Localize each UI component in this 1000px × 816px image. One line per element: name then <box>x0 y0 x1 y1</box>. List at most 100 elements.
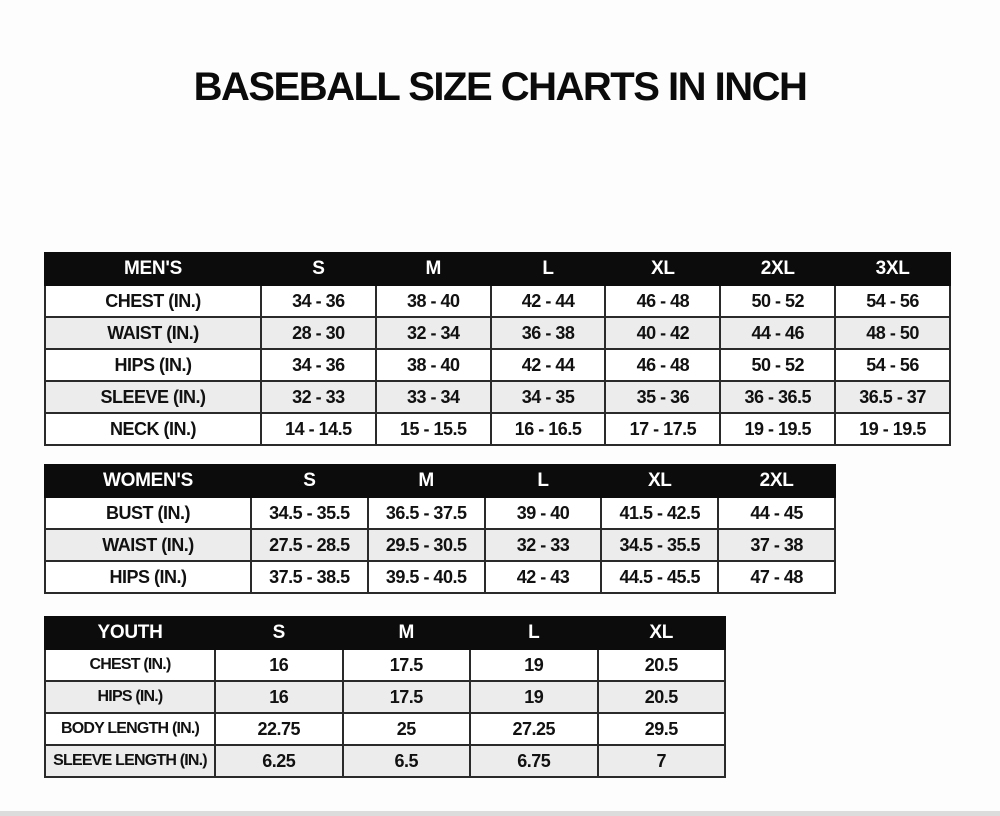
size-header-cell: M <box>341 616 471 650</box>
size-value-cell: 28 - 30 <box>260 316 377 350</box>
size-value-cell: 54 - 56 <box>834 284 951 318</box>
size-value-cell: 44.5 - 45.5 <box>600 560 720 594</box>
size-value-cell: 37 - 38 <box>717 528 836 562</box>
row-label-cell: SLEEVE (IN.) <box>44 380 262 414</box>
size-value-cell: 42 - 44 <box>489 348 607 382</box>
size-value-cell: 14 - 14.5 <box>260 412 377 446</box>
size-value-cell: 34 - 36 <box>260 348 377 382</box>
size-value-cell: 50 - 52 <box>719 284 837 318</box>
size-value-cell: 46 - 48 <box>604 348 722 382</box>
size-value-cell: 25 <box>341 712 471 746</box>
row-label-cell: BUST (IN.) <box>44 496 252 530</box>
row-label-cell: NECK (IN.) <box>44 412 262 446</box>
table-title-cell: YOUTH <box>44 616 216 650</box>
size-value-cell: 32 - 33 <box>483 528 603 562</box>
womens-size-table: WOMEN'S S M L XL 2XL BUST (IN.) 34.5 - 35.5 36.5… <box>44 464 836 594</box>
size-value-cell: 39 - 40 <box>483 496 603 530</box>
table-row: CHEST (IN.) 34 - 36 38 - 40 42 - 44 46 - 48 5… <box>44 284 951 318</box>
table-row: WAIST (IN.) 28 - 30 32 - 34 36 - 38 40 - 42 4… <box>44 316 951 350</box>
size-value-cell: 6.25 <box>214 744 344 778</box>
size-value-cell: 27.5 - 28.5 <box>250 528 369 562</box>
size-value-cell: 34 - 36 <box>260 284 377 318</box>
size-header-cell: L <box>483 464 603 498</box>
size-value-cell: 34 - 35 <box>489 380 607 414</box>
womens-size-table-section: WOMEN'S S M L XL 2XL BUST (IN.) 34.5 - 35.5 36.5… <box>44 464 836 594</box>
table-row: WAIST (IN.) 27.5 - 28.5 29.5 - 30.5 32 - 33… <box>44 528 836 562</box>
header-row: WOMEN'S S M L XL 2XL <box>44 464 836 498</box>
size-value-cell: 17 - 17.5 <box>604 412 722 446</box>
size-value-cell: 16 - 16.5 <box>489 412 607 446</box>
size-value-cell: 15 - 15.5 <box>374 412 492 446</box>
size-value-cell: 27.25 <box>469 712 599 746</box>
size-value-cell: 44 - 46 <box>719 316 837 350</box>
size-value-cell: 48 - 50 <box>834 316 951 350</box>
size-header-cell: XL <box>600 464 720 498</box>
row-label-cell: SLEEVE LENGTH (IN.) <box>44 744 216 778</box>
size-value-cell: 38 - 40 <box>374 284 492 318</box>
size-value-cell: 37.5 - 38.5 <box>250 560 369 594</box>
table-row: SLEEVE (IN.) 32 - 33 33 - 34 34 - 35 35 - 36… <box>44 380 951 414</box>
size-header-cell: 3XL <box>834 252 951 286</box>
size-value-cell: 19 <box>469 648 599 682</box>
size-header-cell: L <box>489 252 607 286</box>
youth-size-table: YOUTH S M L XL CHEST (IN.) 16 17.5 19 20.5 HIPS (I… <box>44 616 726 778</box>
size-value-cell: 7 <box>596 744 726 778</box>
table-row: BODY LENGTH (IN.) 22.75 25 27.25 29.5 <box>44 712 726 746</box>
size-value-cell: 36 - 36.5 <box>719 380 837 414</box>
bottom-edge-shadow <box>0 811 1000 816</box>
size-value-cell: 33 - 34 <box>374 380 492 414</box>
size-value-cell: 19 - 19.5 <box>834 412 951 446</box>
row-label-cell: CHEST (IN.) <box>44 284 262 318</box>
size-header-cell: S <box>214 616 344 650</box>
size-value-cell: 50 - 52 <box>719 348 837 382</box>
size-value-cell: 19 <box>469 680 599 714</box>
size-header-cell: XL <box>596 616 726 650</box>
row-label-cell: CHEST (IN.) <box>44 648 216 682</box>
table-title-cell: WOMEN'S <box>44 464 252 498</box>
table-row: CHEST (IN.) 16 17.5 19 20.5 <box>44 648 726 682</box>
size-header-cell: M <box>374 252 492 286</box>
size-value-cell: 36 - 38 <box>489 316 607 350</box>
size-value-cell: 29.5 <box>596 712 726 746</box>
size-value-cell: 6.5 <box>341 744 471 778</box>
row-label-cell: HIPS (IN.) <box>44 560 252 594</box>
size-value-cell: 22.75 <box>214 712 344 746</box>
table-row: BUST (IN.) 34.5 - 35.5 36.5 - 37.5 39 - 40 4… <box>44 496 836 530</box>
size-header-cell: S <box>250 464 369 498</box>
size-value-cell: 20.5 <box>596 648 726 682</box>
size-value-cell: 32 - 33 <box>260 380 377 414</box>
size-header-cell: M <box>366 464 486 498</box>
size-header-cell: L <box>469 616 599 650</box>
size-value-cell: 42 - 44 <box>489 284 607 318</box>
row-label-cell: HIPS (IN.) <box>44 680 216 714</box>
size-value-cell: 42 - 43 <box>483 560 603 594</box>
size-value-cell: 32 - 34 <box>374 316 492 350</box>
size-value-cell: 41.5 - 42.5 <box>600 496 720 530</box>
size-value-cell: 17.5 <box>341 648 471 682</box>
size-value-cell: 36.5 - 37 <box>834 380 951 414</box>
size-value-cell: 16 <box>214 648 344 682</box>
row-label-cell: HIPS (IN.) <box>44 348 262 382</box>
table-row: HIPS (IN.) 37.5 - 38.5 39.5 - 40.5 42 - 43 4… <box>44 560 836 594</box>
size-value-cell: 46 - 48 <box>604 284 722 318</box>
size-value-cell: 34.5 - 35.5 <box>600 528 720 562</box>
size-value-cell: 29.5 - 30.5 <box>366 528 486 562</box>
size-value-cell: 36.5 - 37.5 <box>366 496 486 530</box>
size-value-cell: 20.5 <box>596 680 726 714</box>
size-value-cell: 19 - 19.5 <box>719 412 837 446</box>
size-value-cell: 38 - 40 <box>374 348 492 382</box>
size-header-cell: S <box>260 252 377 286</box>
size-value-cell: 6.75 <box>469 744 599 778</box>
row-label-cell: BODY LENGTH (IN.) <box>44 712 216 746</box>
size-value-cell: 34.5 - 35.5 <box>250 496 369 530</box>
size-value-cell: 44 - 45 <box>717 496 836 530</box>
size-value-cell: 39.5 - 40.5 <box>366 560 486 594</box>
table-row: HIPS (IN.) 16 17.5 19 20.5 <box>44 680 726 714</box>
table-row: HIPS (IN.) 34 - 36 38 - 40 42 - 44 46 - 48 50… <box>44 348 951 382</box>
size-value-cell: 16 <box>214 680 344 714</box>
row-label-cell: WAIST (IN.) <box>44 316 262 350</box>
table-row: NECK (IN.) 14 - 14.5 15 - 15.5 16 - 16.5 17 … <box>44 412 951 446</box>
row-label-cell: WAIST (IN.) <box>44 528 252 562</box>
mens-size-table: MEN'S S M L XL 2XL 3XL CHEST (IN.) 34 - 36 38 - 4… <box>44 252 951 446</box>
size-header-cell: 2XL <box>717 464 836 498</box>
